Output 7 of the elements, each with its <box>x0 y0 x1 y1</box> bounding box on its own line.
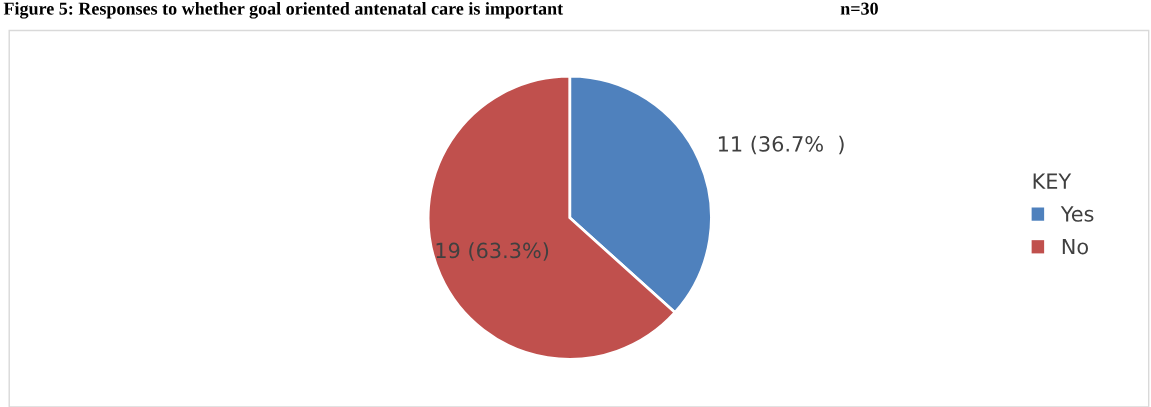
legend-label: Yes <box>1060 206 1094 222</box>
text: Figure 5: Responses to whether goal oriented antenatal care is important <box>3 2 564 19</box>
data-label: 19 (63.3%) <box>436 242 549 261</box>
chart-subtitle: n=30 <box>840 2 878 15</box>
data-label: 11 (36.7% ) <box>718 135 844 155</box>
legend-title: KEY <box>1033 173 1072 189</box>
legend-label: No <box>1062 238 1088 255</box>
